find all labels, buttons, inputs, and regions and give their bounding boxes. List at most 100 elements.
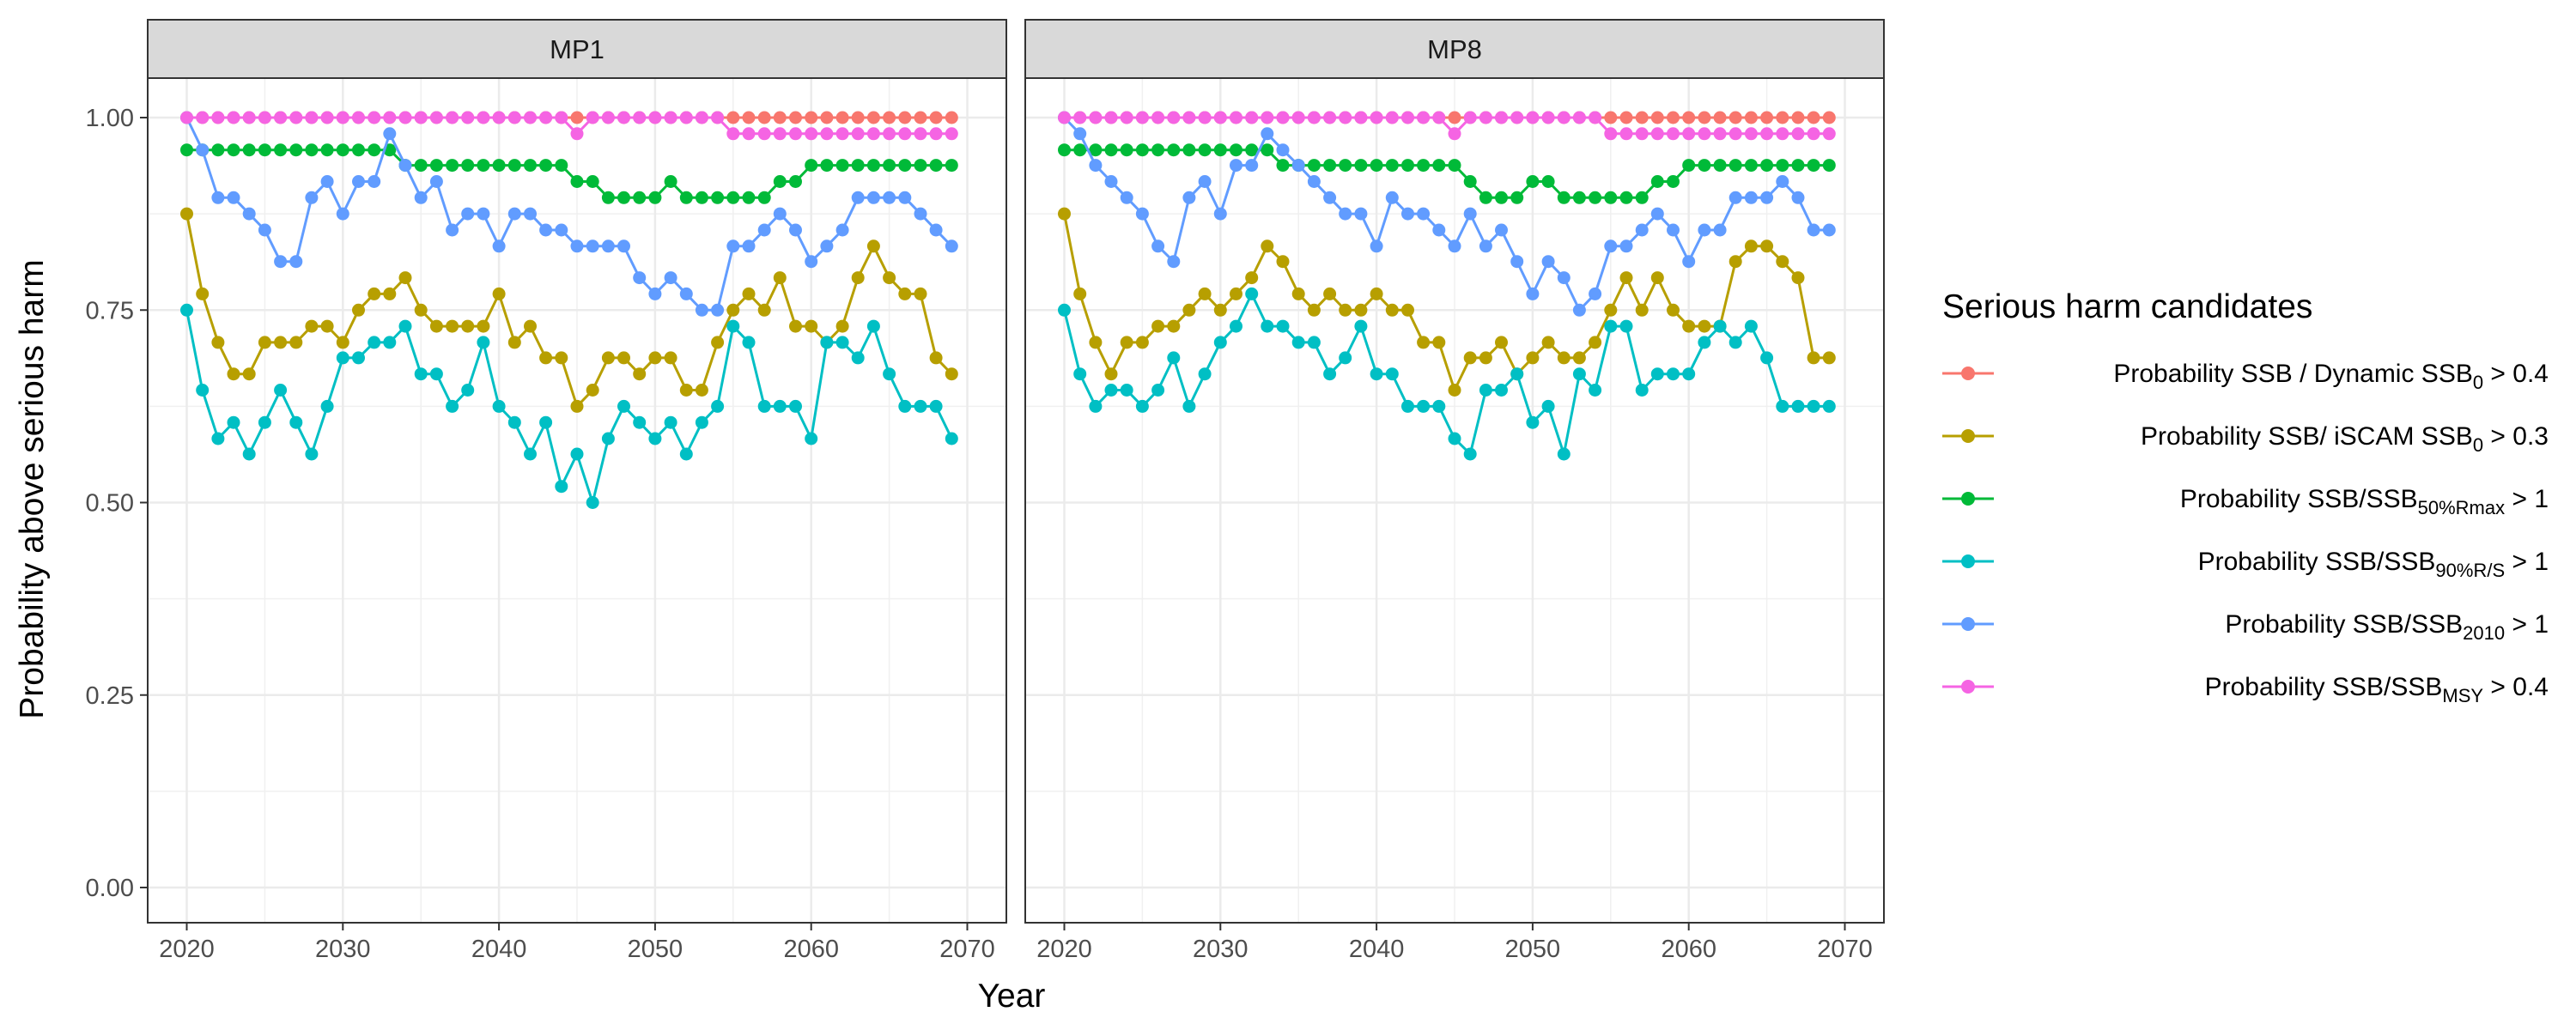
- data-point: [414, 191, 428, 204]
- data-point: [1822, 223, 1836, 237]
- data-point: [1791, 127, 1805, 141]
- data-point: [1619, 191, 1633, 204]
- data-point: [851, 159, 865, 173]
- data-point: [211, 111, 225, 124]
- data-point: [1791, 159, 1805, 173]
- data-point: [1448, 432, 1461, 445]
- data-point: [196, 287, 210, 300]
- legend-label-subscript: 2010: [2463, 622, 2505, 644]
- data-point: [711, 191, 725, 204]
- data-point: [1650, 271, 1664, 285]
- data-point: [883, 127, 896, 141]
- data-point: [1510, 367, 1524, 381]
- data-point: [1713, 159, 1727, 173]
- data-point: [1151, 384, 1165, 397]
- data-point: [1650, 207, 1664, 221]
- data-point: [1261, 127, 1274, 141]
- y-tick-label: 0.50: [86, 490, 134, 518]
- data-point: [601, 111, 615, 124]
- data-point: [570, 111, 584, 124]
- data-point: [274, 384, 288, 397]
- data-point: [242, 367, 256, 381]
- data-point: [274, 143, 288, 157]
- legend-entry: Probability SSB / Dynamic SSB0 > 0.4: [1942, 360, 2549, 393]
- data-point: [866, 159, 880, 173]
- data-point: [570, 175, 584, 188]
- panel-mp1: MP1 2020 2030 2040 2050 2060 2070: [147, 19, 1007, 963]
- data-point: [1760, 191, 1774, 204]
- data-point: [820, 127, 834, 141]
- data-point: [336, 111, 349, 124]
- x-tick-label: 2020: [159, 936, 215, 963]
- data-point: [1572, 303, 1586, 317]
- data-point: [679, 287, 693, 300]
- data-point: [1058, 207, 1071, 221]
- data-point: [368, 143, 381, 157]
- data-point: [1728, 127, 1742, 141]
- legend-label-subscript: MSY: [2442, 685, 2483, 706]
- data-point: [1776, 159, 1789, 173]
- data-point: [1807, 111, 1820, 124]
- data-point: [1401, 207, 1414, 221]
- data-point: [866, 111, 880, 124]
- data-point: [1589, 384, 1602, 397]
- data-point: [1526, 415, 1540, 429]
- data-point: [1120, 336, 1133, 349]
- data-point: [820, 111, 834, 124]
- data-point: [1698, 336, 1711, 349]
- data-point: [742, 336, 756, 349]
- data-point: [305, 191, 319, 204]
- data-point: [914, 111, 927, 124]
- data-point: [1604, 239, 1618, 253]
- data-point: [1463, 175, 1477, 188]
- data-point: [883, 191, 896, 204]
- data-point: [1667, 367, 1680, 381]
- data-point: [398, 159, 412, 173]
- data-point: [1698, 159, 1711, 173]
- data-point: [352, 143, 365, 157]
- data-point: [1463, 111, 1477, 124]
- data-point: [1417, 159, 1431, 173]
- data-point: [586, 384, 599, 397]
- data-point: [1698, 111, 1711, 124]
- x-tick-label: 2060: [783, 936, 839, 963]
- data-point: [1370, 367, 1383, 381]
- data-point: [1744, 159, 1758, 173]
- data-point: [289, 336, 303, 349]
- data-point: [336, 207, 349, 221]
- data-point: [1370, 159, 1383, 173]
- data-point: [820, 239, 834, 253]
- data-point: [945, 367, 958, 381]
- data-point: [1822, 111, 1836, 124]
- data-point: [1526, 111, 1540, 124]
- data-point: [1230, 111, 1242, 124]
- data-point: [945, 239, 958, 253]
- data-point: [1822, 399, 1836, 413]
- data-point: [1432, 159, 1446, 173]
- data-point: [368, 287, 381, 300]
- legend-label-main: Probability SSB/SSB: [2198, 548, 2436, 576]
- data-point: [555, 223, 568, 237]
- data-point: [789, 223, 802, 237]
- data-point: [1448, 239, 1461, 253]
- data-point: [914, 287, 927, 300]
- legend-label-main: Probability SSB/ iSCAM SSB: [2141, 422, 2473, 451]
- data-point: [227, 415, 240, 429]
- data-point: [1151, 143, 1165, 157]
- data-point: [1182, 303, 1196, 317]
- data-point: [695, 191, 708, 204]
- data-point: [320, 143, 334, 157]
- data-point: [664, 351, 677, 365]
- data-point: [835, 111, 849, 124]
- data-point: [1198, 143, 1212, 157]
- data-point: [305, 447, 319, 461]
- data-point: [1557, 111, 1571, 124]
- data-point: [1619, 239, 1633, 253]
- data-point: [1448, 384, 1461, 397]
- data-point: [601, 191, 615, 204]
- data-point: [1104, 384, 1118, 397]
- data-point: [1526, 351, 1540, 365]
- data-point: [461, 384, 475, 397]
- data-point: [305, 143, 319, 157]
- data-point: [695, 415, 708, 429]
